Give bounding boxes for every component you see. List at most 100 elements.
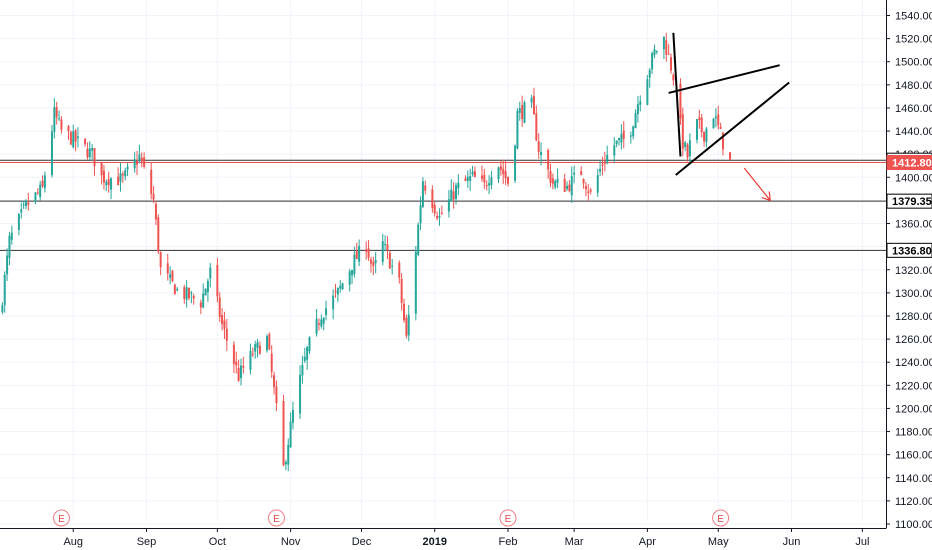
candle-body	[202, 293, 205, 308]
trendline[interactable]	[672, 32, 682, 157]
earnings-marker-label: E	[717, 514, 724, 525]
candle-body	[199, 302, 202, 308]
candle-body	[86, 148, 89, 158]
candle-body	[400, 278, 403, 303]
candle-body	[417, 224, 420, 256]
candle-body	[431, 189, 434, 209]
candle-body	[438, 216, 441, 218]
candle-body	[100, 162, 103, 176]
candle-body	[117, 176, 120, 186]
trendline[interactable]	[668, 64, 780, 94]
candle-body	[291, 409, 294, 423]
candle-body	[405, 317, 408, 336]
earnings-marker-circle	[267, 509, 285, 527]
candle-body	[530, 97, 533, 103]
candle-body	[669, 57, 672, 71]
price-level-tag-box	[886, 155, 932, 171]
candle-body	[270, 353, 273, 372]
y-tick-label: 1180.00	[895, 427, 932, 439]
x-tick-label: Dec	[352, 536, 372, 548]
earnings-marker[interactable]: E	[712, 509, 730, 527]
candle-body	[499, 166, 502, 170]
candle-body	[136, 161, 139, 165]
drawing-tools-layer	[668, 32, 790, 202]
y-tick-label: 1220.00	[895, 380, 932, 392]
candle-body	[27, 202, 30, 205]
y-tick-label: 1360.00	[895, 219, 932, 231]
candle-body	[386, 244, 389, 251]
y-axis-ticks[interactable]: 1540.00 1520.00 1500.00 1480.00 1460.00 1440.…	[886, 11, 932, 532]
y-tick-label: 1280.00	[895, 311, 932, 323]
candle-body	[336, 287, 339, 295]
candle-body	[672, 74, 675, 81]
candle-body	[573, 172, 576, 175]
candle-body	[622, 130, 625, 139]
candle-body	[192, 296, 195, 299]
candle-body	[273, 375, 276, 388]
candle-body	[223, 320, 226, 329]
candle-body	[287, 444, 290, 465]
candle-body	[450, 189, 453, 202]
earnings-marker-label: E	[273, 514, 280, 525]
candle-body	[714, 116, 717, 119]
candle-body	[466, 176, 469, 181]
trendline[interactable]	[675, 81, 790, 176]
horizontal-levels	[0, 159, 886, 251]
price-level-label: 1379.35	[892, 196, 932, 208]
candle-body	[60, 119, 63, 130]
earnings-marker-label: E	[505, 514, 512, 525]
candle-body	[124, 170, 127, 177]
candle-body	[348, 271, 351, 285]
candle-body	[76, 136, 79, 139]
candle-body	[433, 204, 436, 214]
candle-body	[646, 79, 649, 105]
candle-body	[440, 212, 443, 214]
x-tick-label: 2019	[422, 536, 446, 548]
candle-body	[566, 185, 569, 190]
candle-body	[374, 259, 377, 264]
earnings-marker-circle	[499, 509, 517, 527]
candle-body	[549, 171, 552, 183]
candle-body	[369, 259, 372, 264]
candle-body	[299, 374, 302, 414]
candle-body	[216, 264, 219, 297]
price-level-tag: 1379.35	[886, 193, 932, 209]
candle-body	[353, 254, 356, 275]
candle-body	[705, 128, 708, 143]
x-tick-label: May	[708, 536, 729, 548]
candle-body	[634, 113, 637, 129]
candle-body	[1, 305, 4, 313]
candle-body	[504, 171, 507, 179]
candle-body	[518, 108, 521, 113]
earnings-marker[interactable]: E	[267, 509, 285, 527]
candle-body	[419, 205, 422, 224]
candle-body	[17, 214, 20, 230]
candle-body	[126, 166, 129, 170]
candle-body	[10, 232, 13, 240]
earnings-marker[interactable]: E	[52, 509, 70, 527]
candle-body	[601, 164, 604, 166]
earnings-marker[interactable]: E	[499, 509, 517, 527]
x-axis-ticks[interactable]: Aug Sep Oct Nov Dec 2019 Feb Mar Apr May Jun Jul	[63, 528, 869, 549]
y-tick-label: 1120.00	[895, 496, 932, 508]
candle-body	[452, 191, 455, 200]
candle-body	[303, 356, 306, 362]
candle-body	[556, 178, 559, 183]
candle-body	[43, 175, 46, 189]
y-tick-label: 1320.00	[895, 265, 932, 277]
arrow-annotation[interactable]	[743, 167, 771, 202]
candle-body	[355, 250, 358, 260]
candle-body	[53, 107, 56, 132]
y-tick-label: 1100.00	[895, 519, 932, 531]
y-tick-label: 1540.00	[895, 11, 932, 23]
candle-body	[332, 295, 335, 310]
candle-body	[719, 126, 722, 129]
candle-body	[308, 337, 311, 352]
candle-body	[173, 284, 176, 295]
grid-layer	[0, 0, 886, 525]
candle-body	[225, 328, 228, 341]
candle-body	[497, 167, 500, 180]
candle-body	[107, 179, 110, 186]
candle-body	[381, 241, 384, 262]
